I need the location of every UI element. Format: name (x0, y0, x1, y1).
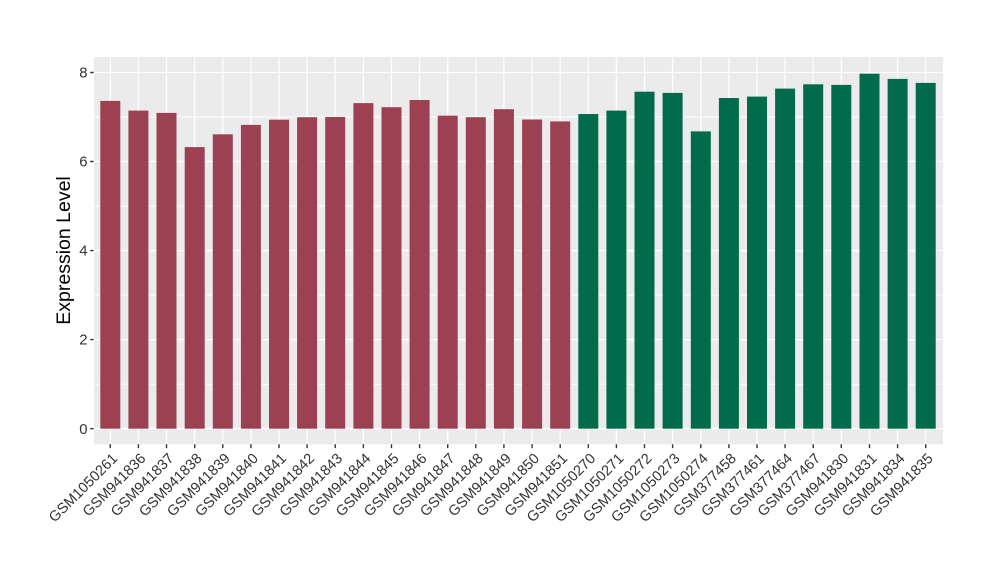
svg-text:0: 0 (79, 422, 87, 438)
svg-text:8: 8 (79, 66, 87, 82)
svg-text:Expression Level: Expression Level (53, 176, 75, 325)
svg-text:2: 2 (79, 333, 87, 349)
svg-text:4: 4 (79, 244, 87, 260)
svg-text:6: 6 (79, 155, 87, 171)
